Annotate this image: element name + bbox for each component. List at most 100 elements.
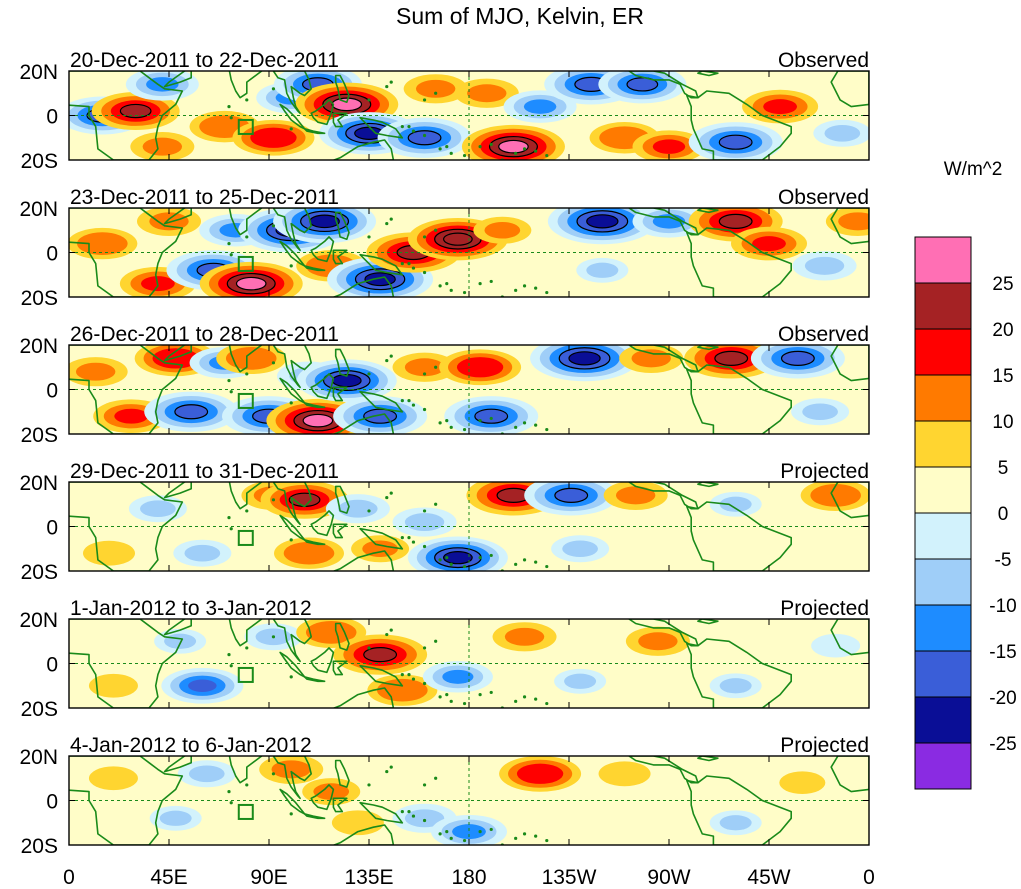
- anomaly-contour: [718, 134, 753, 150]
- coastline: [303, 539, 326, 546]
- island: [434, 709, 437, 712]
- island: [462, 427, 467, 432]
- colorbar-swatch: [914, 604, 972, 652]
- panel-status: Observed: [778, 186, 869, 209]
- coastline: [686, 90, 792, 160]
- island: [445, 419, 449, 423]
- island: [445, 556, 449, 560]
- x-tick-label: 90E: [250, 866, 287, 889]
- coastline: [334, 622, 350, 651]
- coastline: [272, 208, 312, 252]
- island: [289, 264, 293, 268]
- y-tick-label: 20S: [21, 835, 58, 858]
- island: [271, 635, 276, 639]
- panel-date-range: 4-Jan-2012 to 6-Jan-2012: [70, 734, 312, 757]
- colorbar-swatch: [914, 420, 972, 468]
- island: [449, 288, 453, 292]
- y-tick-label: 0: [46, 243, 58, 266]
- island: [522, 695, 527, 699]
- island: [367, 98, 371, 102]
- y-tick-label: 20N: [19, 609, 58, 632]
- island: [367, 235, 371, 239]
- coastline: [334, 485, 350, 514]
- y-tick-label: 20N: [19, 198, 58, 221]
- island: [449, 699, 453, 703]
- anomaly-contour: [638, 632, 678, 651]
- island: [445, 145, 449, 149]
- island: [245, 235, 249, 239]
- panel-date-range: 23-Dec-2011 to 25-Dec-2011: [70, 186, 339, 209]
- island: [522, 147, 527, 151]
- island: [522, 832, 527, 836]
- island: [407, 673, 411, 677]
- island: [445, 282, 449, 286]
- island: [434, 776, 438, 780]
- island: [449, 425, 453, 429]
- colorbar-swatch: [914, 742, 972, 790]
- y-tick-label: 0: [46, 517, 58, 540]
- island: [271, 772, 276, 776]
- coastline: [359, 801, 404, 824]
- panel-6: 20N 0 20S 4-Jan-2012 to 6-Jan-2012 Projected: [19, 734, 870, 858]
- island: [245, 372, 249, 376]
- x-tick-label: 0: [63, 866, 75, 889]
- anomaly-contour: [259, 131, 288, 144]
- island: [434, 572, 437, 575]
- y-tick-label: 20N: [19, 746, 58, 769]
- anomaly-contour: [631, 349, 671, 368]
- island: [227, 790, 231, 794]
- island: [289, 675, 293, 679]
- island: [385, 358, 389, 363]
- coastline: [279, 240, 306, 267]
- anomaly-contour: [564, 673, 597, 689]
- coastline: [628, 482, 699, 510]
- colorbar-swatch: [914, 236, 972, 284]
- coastline: [830, 756, 869, 793]
- anomaly-contour: [174, 404, 209, 420]
- y-tick-label: 20N: [19, 335, 58, 358]
- coastline: [697, 756, 719, 762]
- anomaly-contour: [442, 669, 474, 684]
- island: [445, 693, 449, 697]
- coastline: [272, 482, 312, 526]
- anomaly-contour: [331, 97, 363, 112]
- coastline: [359, 116, 404, 139]
- island: [400, 536, 404, 540]
- coastline: [686, 775, 792, 845]
- anomaly-contour: [293, 546, 325, 561]
- anomaly-contour: [586, 214, 619, 229]
- anomaly-contour: [188, 679, 217, 692]
- island: [227, 105, 231, 109]
- coastline: [163, 345, 193, 362]
- anomaly-contour: [149, 212, 189, 231]
- island: [462, 153, 467, 158]
- island: [489, 416, 493, 421]
- colorbar-swatch: [914, 558, 972, 606]
- coastline: [69, 208, 184, 297]
- island: [407, 262, 411, 266]
- island: [407, 810, 411, 814]
- island: [227, 516, 231, 520]
- anomaly-contour: [140, 500, 176, 518]
- anomaly-contour: [465, 361, 495, 374]
- island: [534, 149, 538, 153]
- colorbar: W/m^2 25 20 15 10 5 0 -5 -10 -15 -20 -25: [914, 159, 1017, 790]
- colorbar-label: -5: [995, 550, 1012, 571]
- anomaly-contour: [363, 408, 398, 424]
- coastline: [334, 759, 350, 788]
- island: [289, 538, 293, 542]
- island: [385, 84, 389, 89]
- coastline: [303, 402, 326, 409]
- anomaly-contour: [386, 683, 418, 698]
- anomaly-contour: [159, 810, 192, 826]
- x-tick-label: 45W: [747, 866, 790, 889]
- anomaly-contour: [523, 99, 557, 114]
- coastline: [163, 482, 193, 499]
- island: [434, 298, 437, 301]
- island: [229, 116, 233, 120]
- island: [478, 419, 482, 423]
- colorbar-swatch: [914, 328, 972, 376]
- island: [367, 646, 371, 650]
- coastline: [163, 756, 193, 773]
- island: [434, 639, 438, 643]
